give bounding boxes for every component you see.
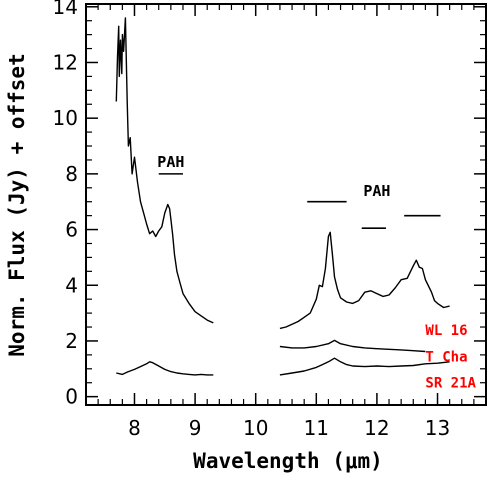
y-tick-label: 14 <box>53 0 78 19</box>
y-tick-label: 2 <box>65 329 78 353</box>
pah-annotation: PAH <box>157 153 184 171</box>
series-label-t-cha: T Cha <box>425 349 467 365</box>
series-line-wl-16 <box>279 231 450 330</box>
x-tick-label: 12 <box>364 416 389 440</box>
y-tick-label: 4 <box>65 273 78 297</box>
pah-annotation: PAH <box>363 182 390 200</box>
series-line-t-cha <box>279 339 426 353</box>
plot-frame <box>85 3 487 406</box>
y-tick-label: 10 <box>53 106 78 130</box>
series-line-sr-21a <box>116 361 214 376</box>
x-tick-label: 11 <box>304 416 329 440</box>
series-line-wl-16 <box>115 17 214 324</box>
x-axis-label: Wavelength (μm) <box>193 449 383 473</box>
y-tick-label: 8 <box>65 162 78 186</box>
y-tick-label: 0 <box>65 385 78 409</box>
x-tick-label: 13 <box>425 416 450 440</box>
x-tick-label: 10 <box>243 416 268 440</box>
series-label-sr-21a: SR 21A <box>425 376 476 392</box>
y-tick-label: 6 <box>65 218 78 242</box>
y-axis-label: Norm. Flux (Jy) + offset <box>5 53 29 356</box>
x-tick-label: 9 <box>189 416 202 440</box>
series-line-sr-21a <box>279 357 450 376</box>
x-tick-label: 8 <box>128 416 141 440</box>
y-tick-label: 12 <box>53 50 78 74</box>
series-label-wl-16: WL 16 <box>425 323 467 339</box>
